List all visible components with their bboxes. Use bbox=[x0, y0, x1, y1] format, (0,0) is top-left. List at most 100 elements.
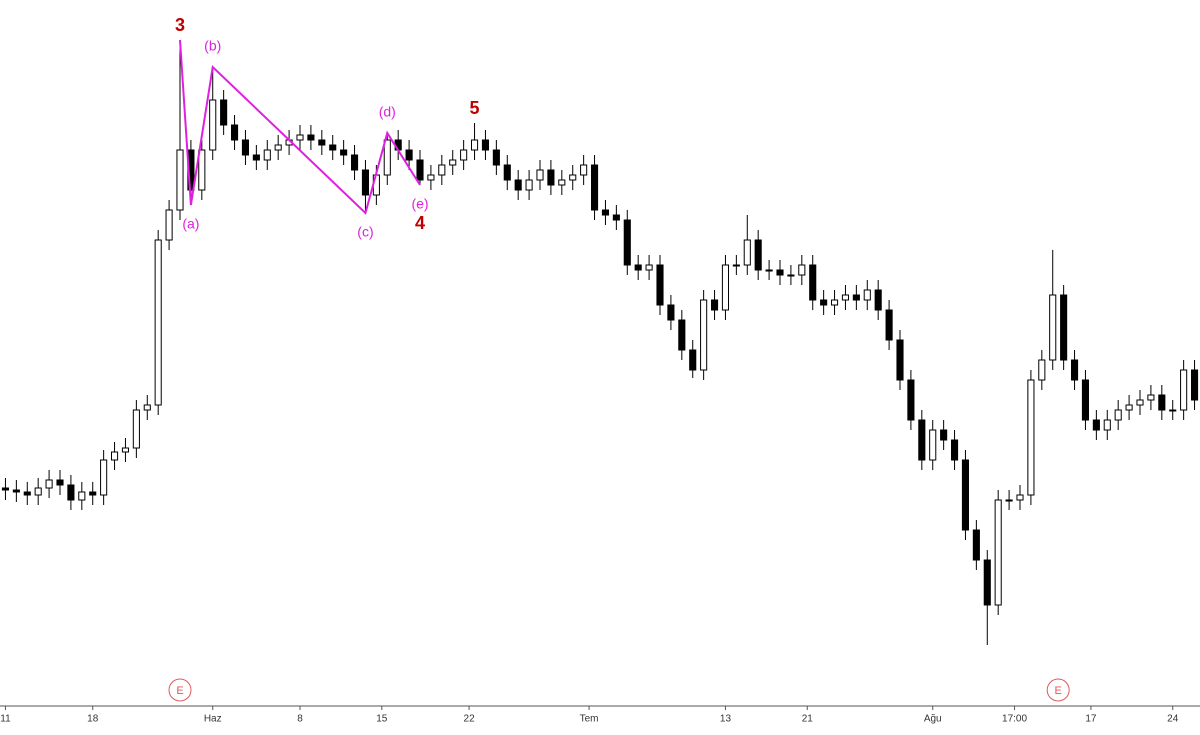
candle-body bbox=[776, 269, 784, 276]
candle-body bbox=[296, 134, 304, 141]
candle-body bbox=[787, 274, 795, 277]
candle-body bbox=[100, 459, 108, 496]
candle-body bbox=[590, 164, 599, 211]
wave-label: 3 bbox=[175, 15, 185, 35]
x-tick-label: 17 bbox=[1085, 714, 1097, 725]
candle-body bbox=[1169, 409, 1177, 412]
candle-body bbox=[1125, 404, 1133, 411]
candle-body bbox=[427, 174, 435, 181]
x-tick-label: 11 bbox=[0, 714, 11, 725]
x-tick-label: 21 bbox=[802, 714, 814, 725]
candle-body bbox=[536, 169, 544, 181]
candle-body bbox=[754, 239, 762, 271]
candle-body bbox=[1147, 394, 1155, 401]
candle-body bbox=[710, 299, 719, 311]
candle-body bbox=[765, 269, 773, 272]
candle-body bbox=[721, 264, 730, 311]
candle-body bbox=[667, 304, 675, 321]
event-marker bbox=[1046, 678, 1070, 702]
candle-body bbox=[645, 264, 653, 271]
candle-body bbox=[1005, 499, 1013, 502]
candle-body bbox=[601, 209, 610, 216]
candle-body bbox=[525, 179, 533, 191]
x-tick-label: Ağu bbox=[924, 714, 942, 725]
candle-body bbox=[918, 419, 926, 461]
candle-body bbox=[1, 487, 10, 491]
candle-body bbox=[1190, 369, 1199, 401]
candle-body bbox=[503, 164, 511, 181]
candle-body bbox=[470, 139, 479, 151]
candle-body bbox=[23, 491, 31, 496]
candle-body bbox=[514, 179, 522, 191]
candle-body bbox=[1103, 419, 1111, 431]
candle-body bbox=[950, 439, 959, 461]
candle-body bbox=[121, 447, 130, 453]
candle-body bbox=[1038, 359, 1046, 381]
x-tick-label: 13 bbox=[720, 714, 732, 725]
candle-body bbox=[1114, 409, 1122, 421]
candle-body bbox=[547, 169, 555, 186]
candle-body bbox=[623, 219, 631, 266]
candle-body bbox=[241, 139, 250, 156]
candle-body bbox=[678, 319, 686, 351]
candle-body bbox=[972, 529, 980, 561]
candle-body bbox=[1081, 379, 1090, 421]
candle-body bbox=[12, 489, 20, 493]
candle-body bbox=[45, 479, 53, 489]
candle-body bbox=[274, 144, 282, 151]
x-tick-label: 8 bbox=[297, 714, 303, 725]
candle-body bbox=[198, 149, 206, 191]
candle-body bbox=[743, 239, 751, 266]
candle-body bbox=[558, 179, 566, 186]
candle-body bbox=[220, 99, 228, 126]
candle-body bbox=[34, 487, 42, 496]
candle-body bbox=[841, 294, 850, 301]
candle-body bbox=[994, 499, 1002, 606]
candle-body bbox=[732, 264, 740, 267]
candle-body bbox=[329, 144, 337, 151]
candle-body bbox=[569, 174, 577, 181]
wave-label: (e) bbox=[411, 196, 428, 212]
candle-body bbox=[896, 339, 904, 381]
candle-body bbox=[656, 264, 664, 306]
candle-body bbox=[449, 159, 457, 166]
candle-body bbox=[318, 139, 326, 146]
wave-label: (a) bbox=[182, 216, 199, 232]
candle-body bbox=[307, 134, 315, 141]
candle-body bbox=[143, 404, 151, 411]
candle-body bbox=[416, 159, 424, 181]
x-tick-label: 22 bbox=[464, 714, 476, 725]
candle-body bbox=[252, 154, 260, 161]
candle-body bbox=[230, 124, 239, 141]
wave-label: (d) bbox=[379, 104, 396, 120]
event-marker bbox=[168, 678, 192, 702]
candle-body bbox=[176, 149, 184, 211]
candle-body bbox=[983, 559, 991, 606]
wave-label: (c) bbox=[357, 224, 373, 240]
candle-body bbox=[689, 349, 697, 371]
candle-body bbox=[165, 209, 173, 241]
candle-body bbox=[1158, 394, 1166, 411]
candle-body bbox=[1092, 419, 1100, 431]
candle-body bbox=[580, 164, 588, 176]
candle-body bbox=[1060, 294, 1068, 361]
x-tick-label: 15 bbox=[376, 714, 388, 725]
candle-body bbox=[863, 289, 871, 301]
candle-body bbox=[78, 491, 86, 501]
candle-body bbox=[132, 409, 140, 449]
candle-body bbox=[1049, 294, 1057, 361]
candle-body bbox=[438, 164, 446, 176]
candle-body bbox=[612, 214, 620, 221]
candle-body bbox=[940, 429, 948, 441]
wave-label: 5 bbox=[470, 98, 480, 118]
x-tick-label: 24 bbox=[1167, 714, 1179, 725]
candle-body bbox=[460, 149, 468, 161]
candle-body bbox=[481, 139, 490, 151]
candle-body bbox=[350, 154, 359, 171]
candle-body bbox=[1136, 399, 1144, 406]
candle-body bbox=[961, 459, 970, 531]
event-label: E bbox=[176, 685, 183, 697]
candle-body bbox=[340, 149, 348, 156]
